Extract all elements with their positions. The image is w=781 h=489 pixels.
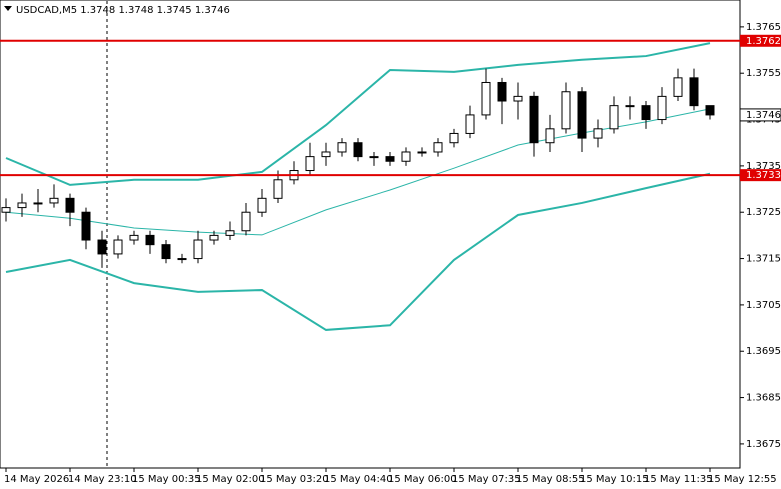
price-level-label-bg xyxy=(740,169,781,182)
candle-body xyxy=(673,77,683,97)
candle-body xyxy=(545,128,555,144)
price-level-label: 1.3733 xyxy=(746,170,781,181)
y-tick-label: 1.3735 xyxy=(746,161,781,172)
y-tick-label: 1.3715 xyxy=(746,254,781,265)
symbol: USDCAD,M5 xyxy=(16,5,77,16)
header: USDCAD,M5 1.3748 1.3748 1.3745 1.3746 xyxy=(16,5,230,16)
y-tick-label: 1.3705 xyxy=(746,300,781,311)
y-tick-label: 1.3675 xyxy=(746,439,781,450)
x-tick-label: 15 May 10:15 xyxy=(580,474,649,485)
y-tick-label: 1.3685 xyxy=(746,393,781,404)
candle-body xyxy=(1,207,11,213)
candle-body xyxy=(417,151,427,154)
menu-icon[interactable] xyxy=(4,6,12,11)
candle-body xyxy=(401,151,411,162)
current-price-label: 1.3746 xyxy=(746,110,781,121)
candle-body xyxy=(449,132,459,144)
candle-body xyxy=(321,151,331,158)
candle-body xyxy=(97,239,107,255)
bollinger-band xyxy=(5,108,711,236)
candle-body xyxy=(161,244,171,260)
candle-body xyxy=(305,156,315,172)
x-tick-label: 15 May 07:35 xyxy=(452,474,521,485)
candle-body xyxy=(593,128,603,139)
candle-body xyxy=(145,234,155,246)
candle-body xyxy=(689,77,699,107)
candle-body xyxy=(49,197,59,204)
candle-body xyxy=(17,202,27,209)
candle-body xyxy=(497,81,507,102)
candle-body xyxy=(129,234,139,241)
price-level-label: 1.3762 xyxy=(746,36,781,47)
y-tick-label: 1.3725 xyxy=(746,207,781,218)
candle-body xyxy=(337,142,347,153)
candle-body xyxy=(625,105,635,108)
y-tick-label: 1.3765 xyxy=(746,22,781,33)
x-tick-label: 15 May 03:20 xyxy=(260,474,329,485)
bollinger-band xyxy=(5,42,711,186)
low: 1.3745 xyxy=(157,5,192,16)
x-tick-label: 15 May 12:55 xyxy=(708,474,777,485)
candle-body xyxy=(273,179,283,199)
candle-body xyxy=(641,105,651,121)
x-tick-label: 15 May 00:35 xyxy=(132,474,201,485)
candle-body xyxy=(177,258,187,261)
x-tick-label: 14 May 23:10 xyxy=(68,474,137,485)
y-tick-label: 1.3755 xyxy=(746,68,781,79)
bollinger-band xyxy=(5,172,711,331)
current-price-bg xyxy=(739,108,781,122)
x-tick-label: 14 May 2026 xyxy=(4,474,69,485)
y-tick-label: 1.3695 xyxy=(746,346,781,357)
candle-body xyxy=(705,105,715,116)
candle-body xyxy=(65,197,75,213)
candle-body xyxy=(657,95,667,121)
x-tick-label: 15 May 08:55 xyxy=(516,474,585,485)
candle-body xyxy=(609,105,619,130)
plot-frame xyxy=(0,0,741,469)
candle-body xyxy=(385,156,395,162)
candle-body xyxy=(257,197,267,213)
candle-body xyxy=(529,95,539,144)
candle-body xyxy=(193,239,203,260)
candle-body xyxy=(353,142,363,158)
candle-body xyxy=(81,211,91,241)
high: 1.3748 xyxy=(118,5,153,16)
candle-body xyxy=(465,114,475,134)
x-tick-label: 15 May 04:40 xyxy=(324,474,393,485)
x-tick-label: 15 May 02:00 xyxy=(196,474,265,485)
plot: 1.37651.37551.37451.37351.37251.37151.37… xyxy=(1,22,781,485)
close: 1.3746 xyxy=(195,5,230,16)
candle-body xyxy=(33,202,43,205)
candle-body xyxy=(433,142,443,153)
candle-body xyxy=(241,211,251,232)
candle-body xyxy=(577,91,587,139)
x-tick-label: 15 May 11:35 xyxy=(644,474,713,485)
x-tick-label: 15 May 06:00 xyxy=(388,474,457,485)
candle-body xyxy=(209,234,219,241)
candle-body xyxy=(481,81,491,116)
candle-body xyxy=(225,230,235,236)
candle-body xyxy=(113,239,123,255)
candle-body xyxy=(369,156,379,159)
candle-body xyxy=(561,91,571,130)
overlay: 1.3762 1.3733 1.3746 xyxy=(0,34,781,182)
open: 1.3748 xyxy=(80,5,115,16)
price-level-label-bg xyxy=(740,34,781,47)
candle-body xyxy=(513,95,523,102)
